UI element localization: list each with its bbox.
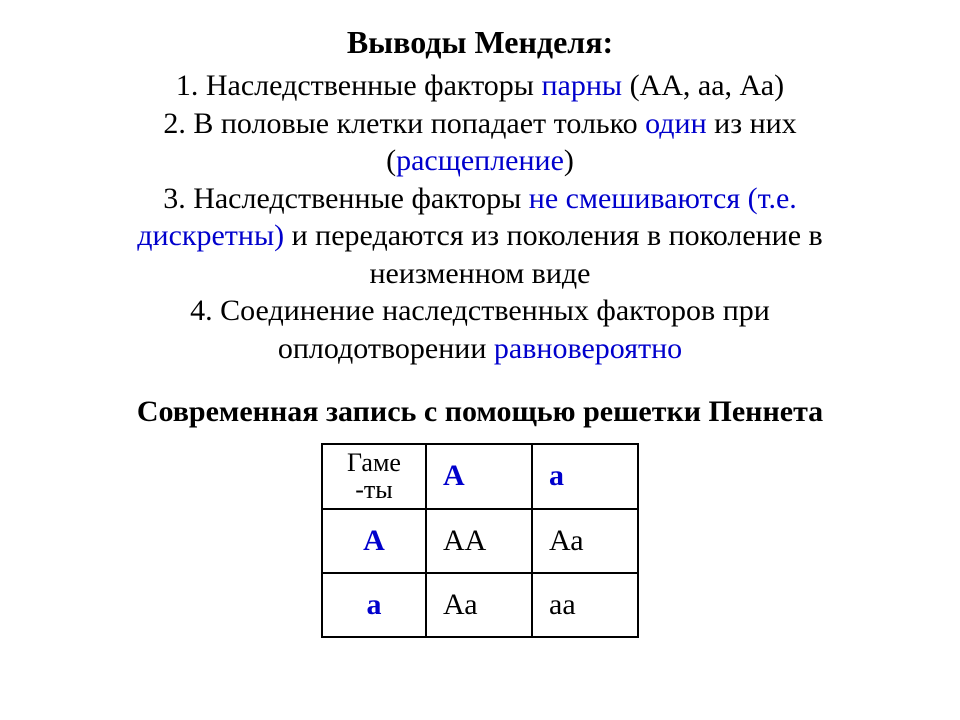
- table-row: А АА Аа: [322, 509, 638, 573]
- p2-highlight-2: расщепление: [396, 144, 564, 177]
- corner-line1: Гаме: [347, 448, 401, 477]
- punnett-square: Гаме -ты А а А АА Аа а Аа аа: [321, 443, 639, 638]
- p4-text-a: 4. Соединение наследственных факторов пр…: [190, 294, 770, 327]
- p2-text-c: из них: [707, 107, 797, 140]
- punnett-row-header: а: [322, 573, 426, 637]
- table-row: Гаме -ты А а: [322, 444, 638, 509]
- slide: Выводы Менделя: 1. Наследственные фактор…: [0, 0, 960, 720]
- p2-paren-close: ): [564, 144, 574, 177]
- subheading: Современная запись с помощью решетки Пен…: [60, 395, 900, 429]
- p1-text-c: (АА, аа, Аа): [622, 69, 784, 102]
- point-4-line1: 4. Соединение наследственных факторов пр…: [60, 292, 900, 330]
- point-1: 1. Наследственные факторы парны (АА, аа,…: [60, 67, 900, 105]
- p4-text-b: оплодотворении: [278, 332, 494, 365]
- slide-title: Выводы Менделя:: [60, 24, 900, 61]
- p1-highlight: парны: [541, 69, 622, 102]
- table-row: а Аа аа: [322, 573, 638, 637]
- punnett-cell: АА: [426, 509, 532, 573]
- p2-paren-open: (: [386, 144, 396, 177]
- p3-text-e: неизменном виде: [370, 257, 591, 290]
- p2-highlight-1: один: [645, 107, 707, 140]
- punnett-corner: Гаме -ты: [322, 444, 426, 509]
- p3-text-d: и передаются из поколения в поколение в: [284, 219, 823, 252]
- punnett-col-header: А: [426, 444, 532, 509]
- point-2-line1: 2. В половые клетки попадает только один…: [60, 105, 900, 143]
- corner-line2: -ты: [355, 475, 393, 504]
- p1-text-a: 1. Наследственные факторы: [176, 69, 542, 102]
- punnett-row-header: А: [322, 509, 426, 573]
- punnett-cell: Аа: [532, 509, 638, 573]
- point-4-line2: оплодотворении равновероятно: [60, 330, 900, 368]
- p3-highlight-2: дискретны): [137, 219, 284, 252]
- punnett-cell: аа: [532, 573, 638, 637]
- point-2-line2: (расщепление): [60, 142, 900, 180]
- punnett-col-header: а: [532, 444, 638, 509]
- p3-highlight-1: не смешиваются (т.е.: [529, 182, 797, 215]
- p3-text-a: 3. Наследственные факторы: [163, 182, 529, 215]
- point-3-line2: дискретны) и передаются из поколения в п…: [60, 217, 900, 255]
- punnett-cell: Аа: [426, 573, 532, 637]
- p4-highlight: равновероятно: [494, 332, 682, 365]
- point-3-line1: 3. Наследственные факторы не смешиваются…: [60, 180, 900, 218]
- point-3-line3: неизменном виде: [60, 255, 900, 293]
- p2-text-a: 2. В половые клетки попадает только: [163, 107, 645, 140]
